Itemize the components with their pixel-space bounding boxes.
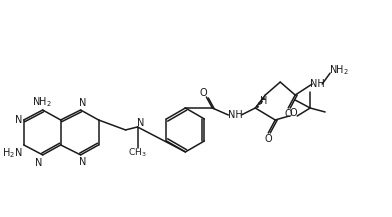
Text: N: N [137,118,144,128]
Text: N: N [15,115,22,125]
Text: CH$_3$: CH$_3$ [128,147,147,159]
Text: N: N [79,157,86,167]
Text: O: O [289,108,297,118]
Text: NH$_2$: NH$_2$ [32,95,52,109]
Text: NH: NH [228,110,243,120]
Text: NH$_2$: NH$_2$ [329,63,349,77]
Text: NH: NH [310,79,325,89]
Text: O: O [200,88,207,98]
Text: N: N [35,158,42,168]
Text: O: O [265,134,272,144]
Text: H$_2$N: H$_2$N [2,146,22,160]
Text: H: H [260,96,267,106]
Text: O: O [284,109,292,119]
Text: N: N [79,98,86,108]
